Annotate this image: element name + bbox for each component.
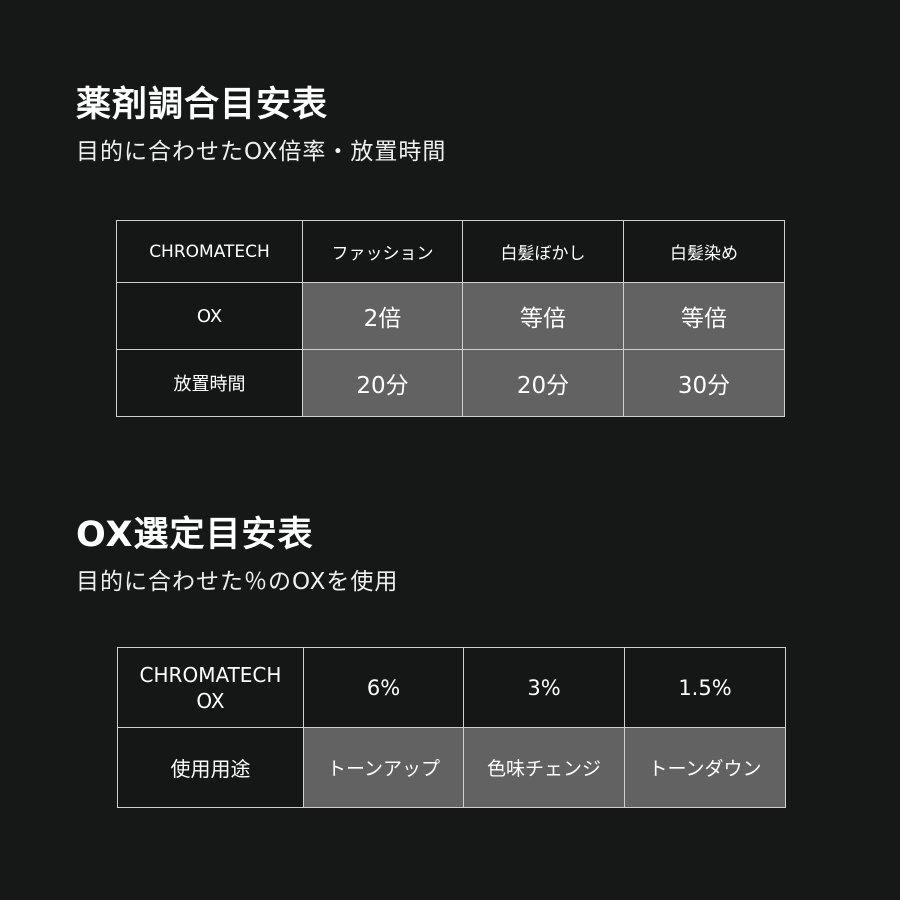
percentage-cell: 1.5% xyxy=(624,647,786,728)
row-label: 使用用途 xyxy=(117,727,304,808)
header-cell: CHROMATECH OX xyxy=(117,647,304,728)
header-cell: 白髪染め xyxy=(623,220,785,283)
section1-subtitle: 目的に合わせたOX倍率・放置時間 xyxy=(76,139,447,165)
percentage-cell: 6% xyxy=(303,647,464,728)
row-label: 放置時間 xyxy=(116,349,303,417)
section1-title: 薬剤調合目安表 xyxy=(76,85,329,125)
section2-subtitle: 目的に合わせた％のOXを使用 xyxy=(76,569,399,595)
row-label: OX xyxy=(116,282,303,350)
table-cell: 20分 xyxy=(462,349,624,417)
mixing-guide-table: CHROMATECH ファッション 白髪ぼかし 白髪染め OX 2倍 等倍 等倍… xyxy=(116,220,785,417)
table-header-row: CHROMATECH OX 6% 3% 1.5% xyxy=(117,647,786,728)
percentage-cell: 3% xyxy=(463,647,625,728)
table-cell: 等倍 xyxy=(462,282,624,350)
table-header-row: CHROMATECH ファッション 白髪ぼかし 白髪染め xyxy=(116,220,785,283)
table-row: 使用用途 トーンアップ 色味チェンジ トーンダウン xyxy=(117,727,786,808)
table-row: 放置時間 20分 20分 30分 xyxy=(116,349,785,417)
header-cell: 白髪ぼかし xyxy=(462,220,624,283)
header-cell: ファッション xyxy=(302,220,463,283)
table-cell: トーンダウン xyxy=(624,727,786,808)
table-cell: 色味チェンジ xyxy=(463,727,625,808)
header-line: OX xyxy=(196,688,225,713)
table-cell: トーンアップ xyxy=(303,727,464,808)
header-cell: CHROMATECH xyxy=(116,220,303,283)
table-cell: 30分 xyxy=(623,349,785,417)
table-cell: 2倍 xyxy=(302,282,463,350)
ox-selection-table: CHROMATECH OX 6% 3% 1.5% 使用用途 トーンアップ 色味チ… xyxy=(117,647,786,808)
section2-title: OX選定目安表 xyxy=(76,515,314,555)
table-cell: 等倍 xyxy=(623,282,785,350)
table-cell: 20分 xyxy=(302,349,463,417)
header-line: CHROMATECH xyxy=(139,662,282,687)
table-row: OX 2倍 等倍 等倍 xyxy=(116,282,785,350)
